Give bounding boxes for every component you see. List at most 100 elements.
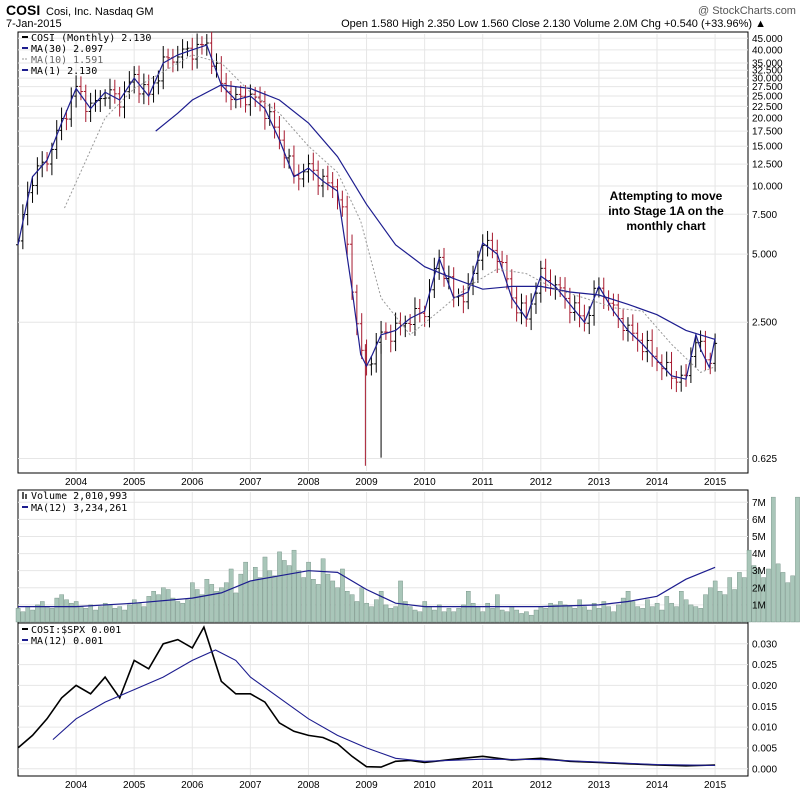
volume-bar-113 (562, 604, 568, 623)
volume-bar-155 (766, 568, 771, 623)
volume-bar-59 (301, 577, 307, 623)
volume-bar-86 (432, 609, 437, 623)
volume-bar-55 (282, 560, 287, 623)
volume-bar-12 (73, 601, 79, 623)
volume-bar-134 (664, 596, 670, 623)
volume-bar-1 (20, 611, 26, 623)
volume-bar-46 (238, 573, 244, 623)
volume-bar-158 (780, 572, 786, 623)
volume-bar-121 (601, 601, 607, 623)
volume-bar-151 (746, 549, 752, 623)
price-y-tick-15.000: 15.000 (752, 142, 783, 153)
ratio-x-tick-2014: 2014 (646, 780, 669, 791)
volume-bar-4 (35, 604, 40, 623)
volume-bar-147 (727, 577, 733, 623)
volume-bar-56 (286, 565, 292, 623)
volume-bar-115 (572, 608, 578, 623)
annotation-line-3: monthly chart (626, 219, 705, 233)
volume-bar-49 (253, 567, 258, 623)
ratio-ma-line (52, 649, 716, 766)
volume-bar-44 (228, 568, 234, 623)
volume-bar-95 (475, 606, 481, 623)
volume-bar-101 (504, 611, 510, 623)
price-x-tick-2015: 2015 (704, 477, 727, 488)
volume-bar-150 (741, 577, 747, 623)
price-x-tick-2006: 2006 (181, 477, 204, 488)
volume-bar-83 (417, 611, 423, 623)
volume-bar-73 (369, 606, 374, 623)
ratio-x-tick-2015: 2015 (704, 780, 727, 791)
chart-annotation: Attempting to move into Stage 1A on the … (608, 189, 724, 233)
volume-bar-90 (451, 611, 457, 623)
annotation-line-2: into Stage 1A on the (608, 204, 724, 218)
ratio-x-tick-2005: 2005 (123, 780, 146, 791)
volume-bar-53 (272, 575, 277, 623)
volume-bar-99 (495, 594, 500, 623)
annotation-line-1: Attempting to move (610, 189, 723, 203)
ratio-y-tick-0.005: 0.005 (752, 743, 777, 754)
price-y-tick-22.500: 22.500 (752, 102, 783, 113)
price-y-tick-30.000: 30.000 (752, 74, 783, 85)
volume-bar-146 (722, 594, 728, 623)
volume-bar-62 (315, 584, 321, 623)
legend-main: COSI (Monthly) 2.130 (31, 33, 151, 44)
legend-volume-ma: MA(12) 3,234,261 (31, 503, 127, 514)
volume-bar-119 (591, 602, 597, 623)
volume-bar-18 (102, 602, 108, 623)
volume-bar-104 (519, 613, 524, 623)
volume-bar-34 (180, 602, 185, 623)
volume-bar-64 (325, 573, 331, 623)
volume-bar-137 (679, 591, 684, 623)
volume-bar-54 (277, 551, 282, 623)
volume-bar-156 (770, 496, 776, 623)
price-x-tick-2007: 2007 (239, 477, 262, 488)
price-ma1-line (17, 44, 716, 380)
volume-bar-70 (354, 601, 360, 623)
price-x-tick-2013: 2013 (588, 477, 611, 488)
volume-bar-159 (785, 582, 791, 623)
volume-bar-24 (131, 599, 137, 623)
volume-bar-138 (683, 599, 689, 623)
ratio-legend: COSI:$SPX 0.001 MA(12) 0.001 (22, 625, 121, 647)
volume-bar-14 (83, 608, 89, 623)
ratio-x-tick-2013: 2013 (588, 780, 611, 791)
price-y-tick-20.000: 20.000 (752, 113, 783, 124)
volume-bar-20 (112, 608, 118, 623)
price-y-tick-25.000: 25.000 (752, 92, 783, 103)
volume-y-tick-5M: 5M (752, 532, 766, 543)
volume-bar-36 (190, 582, 195, 623)
volume-bar-19 (107, 604, 113, 623)
volume-bar-6 (44, 606, 50, 623)
ratio-x-tick-2006: 2006 (181, 780, 204, 791)
volume-bar-152 (751, 565, 757, 623)
volume-bar-118 (587, 609, 592, 623)
volume-bar-105 (524, 611, 529, 623)
ratio-y-tick-0.025: 0.025 (752, 660, 777, 671)
watermark-text: @ StockCharts.com (698, 5, 796, 17)
company-name: Cosi, Inc. Nasdaq GM (46, 6, 154, 18)
volume-bar-78 (393, 606, 398, 623)
price-y-tick-27.500: 27.500 (752, 82, 783, 93)
volume-bar-30 (161, 587, 166, 623)
volume-bar-82 (412, 609, 418, 623)
price-x-tick-2011: 2011 (472, 477, 494, 488)
volume-bar-153 (756, 568, 762, 623)
price-x-tick-2012: 2012 (530, 477, 553, 488)
price-x-tick-2014: 2014 (646, 477, 669, 488)
ratio-x-tick-2008: 2008 (297, 780, 320, 791)
axis-labels: 2004 2004 2005 2005 2006 2006 2007 2007 2008 2008… (65, 34, 783, 791)
volume-bar-123 (611, 611, 616, 623)
ratio-y-tick-0.020: 0.020 (752, 681, 777, 692)
volume-bar-23 (127, 604, 132, 623)
volume-bar-157 (775, 563, 781, 623)
volume-bar-139 (688, 604, 694, 623)
volume-bar-35 (185, 599, 190, 623)
price-y-tick-40.000: 40.000 (752, 45, 783, 56)
volume-bar-88 (441, 611, 447, 623)
volume-bar-50 (257, 577, 263, 623)
volume-bar-87 (436, 604, 442, 623)
price-y-tick-10.000: 10.000 (752, 182, 783, 193)
volume-bar-106 (528, 614, 534, 623)
price-y-tick-7.500: 7.500 (752, 210, 777, 221)
volume-bar-51 (262, 556, 268, 623)
